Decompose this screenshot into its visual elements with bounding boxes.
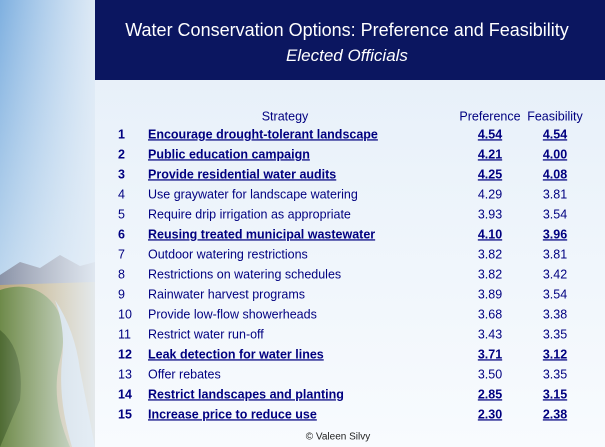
preference: 4.21 [478,147,502,161]
feasibility: 3.12 [543,347,567,361]
rank: 3 [118,167,125,181]
strategy: Encourage drought-tolerant landscape [148,127,378,141]
title-bar [95,0,605,80]
preference: 2.85 [478,387,502,401]
feasibility: 4.54 [543,127,567,141]
feasibility: 3.81 [543,247,567,261]
feasibility: 3.54 [543,287,567,301]
feasibility: 4.08 [543,167,567,181]
strategy: Offer rebates [148,367,221,381]
strategy: Provide residential water audits [148,167,336,181]
strategy: Outdoor watering restrictions [148,247,308,261]
rank: 6 [118,227,125,241]
preference: 3.43 [478,327,502,341]
preference: 4.25 [478,167,502,181]
rank: 9 [118,287,125,301]
strategy: Public education campaign [148,147,310,161]
preference: 3.82 [478,247,502,261]
rank: 4 [118,187,125,201]
strategy: Restrict landscapes and planting [148,387,344,401]
strategy: Restrict water run-off [148,327,264,341]
column-header: Strategy [262,109,309,123]
preference: 2.30 [478,407,502,421]
feasibility: 2.38 [543,407,567,421]
subtitle: Elected Officials [286,46,408,65]
preference: 3.89 [478,287,502,301]
column-header: Feasibility [527,109,583,123]
rank: 13 [118,367,132,381]
preference: 3.93 [478,207,502,221]
preference: 4.10 [478,227,502,241]
rank: 7 [118,247,125,261]
rank: 8 [118,267,125,281]
rank: 1 [118,127,125,141]
feasibility: 3.96 [543,227,567,241]
feasibility: 3.35 [543,327,567,341]
feasibility: 4.00 [543,147,567,161]
strategy: Provide low-flow showerheads [148,307,317,321]
preference: 4.29 [478,187,502,201]
feasibility: 3.42 [543,267,567,281]
rank: 15 [118,407,132,421]
table-body: 1 Encourage drought-tolerant landscape 4.5… [118,127,567,421]
strategy: Rainwater harvest programs [148,287,305,301]
strategy: Increase price to reduce use [148,407,317,421]
rank: 2 [118,147,125,161]
feasibility: 3.54 [543,207,567,221]
feasibility: 3.38 [543,307,567,321]
strategy: Require drip irrigation as appropriate [148,207,351,221]
column-header: Preference [459,109,520,123]
photo-strip [0,0,95,447]
strategy: Leak detection for water lines [148,347,324,361]
title: Water Conservation Options: Preference a… [125,20,569,40]
feasibility: 3.15 [543,387,567,401]
strategy: Reusing treated municipal wastewater [148,227,375,241]
strategy: Restrictions on watering schedules [148,267,341,281]
preference: 3.82 [478,267,502,281]
rank: 10 [118,307,132,321]
rank: 12 [118,347,132,361]
rank: 11 [118,327,131,341]
strategy: Use graywater for landscape watering [148,187,358,201]
feasibility: 3.35 [543,367,567,381]
rank: 5 [118,207,125,221]
footer: © Valeen Silvy [306,432,370,443]
preference: 3.71 [478,347,502,361]
feasibility: 3.81 [543,187,567,201]
preference: 3.50 [478,367,502,381]
preference: 4.54 [478,127,502,141]
preference: 3.68 [478,307,502,321]
rank: 14 [118,387,132,401]
